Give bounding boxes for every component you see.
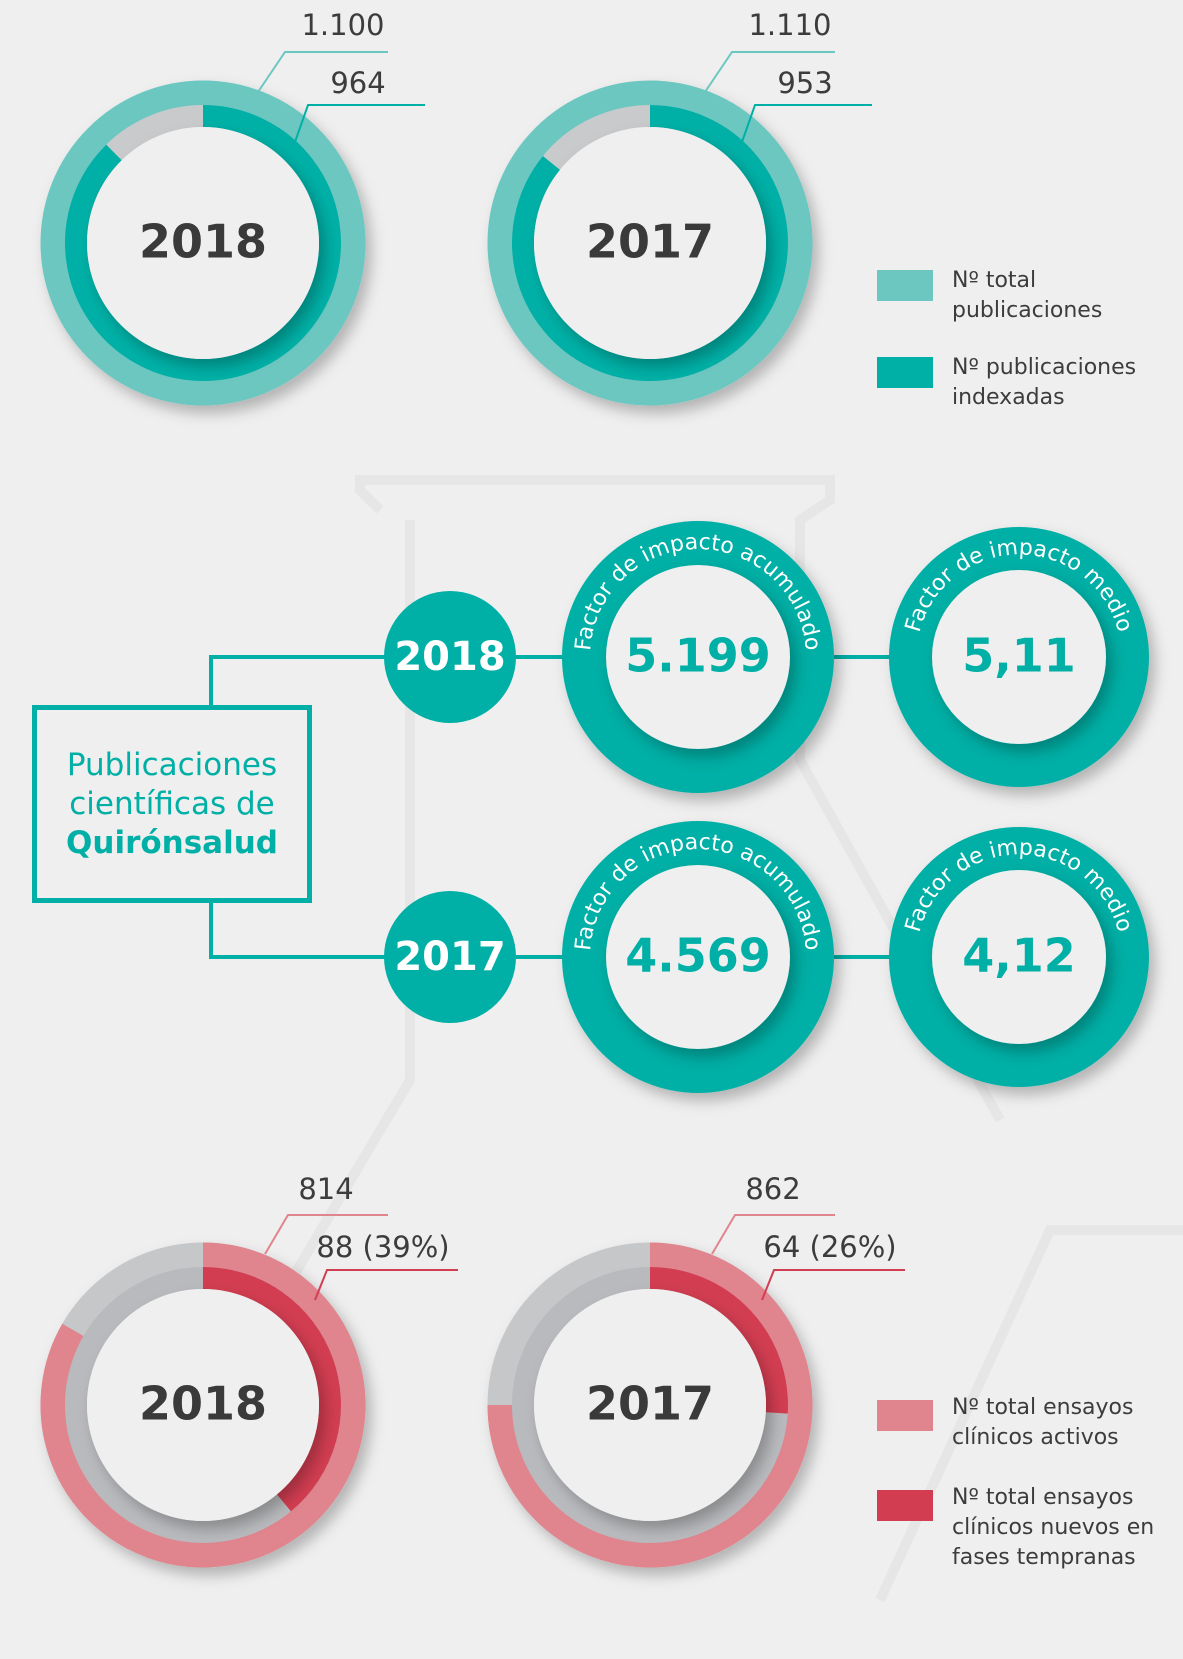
page: {"publications":{"colors":{"total":"#6cc… [0,0,1183,1659]
impact-value: 5.199 [625,629,771,683]
impact-value: 5,11 [962,629,1076,683]
legend-swatch [877,1490,933,1521]
year: 2018 [139,215,267,269]
impact-value: 4,12 [962,929,1076,983]
impact-value: 4.569 [625,929,771,983]
box-title: Publicaciones científicas de [62,746,282,824]
callout-label: 1.100 [301,8,384,42]
callout-label: 814 [298,1172,353,1206]
box-brand: Quirónsalud [66,824,278,863]
callout-line [315,1270,458,1300]
year: 2017 [586,215,714,269]
callout-label: 88 (39%) [316,1230,449,1264]
legend-label: Nº total publicaciones [952,266,1182,326]
callout-line [762,1270,905,1300]
year: 2017 [586,1377,714,1431]
legend-swatch [877,357,933,388]
callout-label: 953 [777,66,832,100]
legend-label: Nº total ensayos clínicos nuevos en fase… [952,1483,1177,1573]
legend-swatch [877,270,933,301]
title-box: Publicaciones científicas de Quirónsalud [32,705,312,903]
legend-label: Nº publicaciones indexadas [952,353,1182,413]
legend-swatch [877,1400,933,1431]
year: 2018 [139,1377,267,1431]
callout-label: 1.110 [748,8,831,42]
connector [211,903,400,957]
year: 2017 [394,934,505,980]
connector [211,657,400,705]
legend-label: Nº total ensayos clínicos activos [952,1393,1182,1453]
callout-label: 964 [330,66,385,100]
callout-label: 862 [745,1172,800,1206]
year: 2018 [394,634,505,680]
callout-label: 64 (26%) [763,1230,896,1264]
infographic: 20181.10096420171.1109532018Factor de im… [0,0,1183,1659]
